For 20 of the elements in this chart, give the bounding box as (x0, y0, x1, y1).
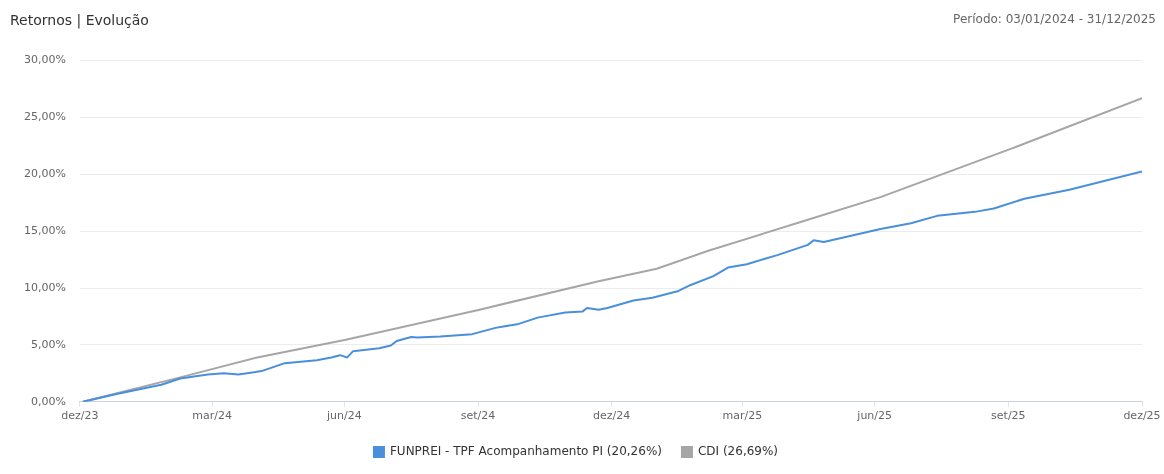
x-tick-label: mar/24 (192, 409, 232, 423)
y-tick-label: 30,00% (23, 53, 66, 67)
x-tick-label: jun/24 (326, 409, 362, 423)
y-tick-label: 25,00% (23, 110, 66, 124)
x-tick-label: dez/25 (1123, 409, 1161, 423)
y-tick-label: 5,00% (30, 337, 66, 351)
chart-subtitle: Período: 03/01/2024 - 31/12/2025 (953, 12, 1156, 26)
chart-title: Retornos | Evolução (10, 12, 149, 28)
x-tick-label: mar/25 (722, 409, 763, 423)
x-tick-label: set/24 (460, 409, 496, 423)
y-tick-label: 20,00% (23, 167, 66, 181)
x-tick-label: dez/24 (593, 409, 631, 423)
legend-label: CDI (26,69%) (697, 444, 779, 459)
legend-label: FUNPREI - TPF Acompanhamento PI (20,26%) (389, 444, 662, 459)
y-tick-label: 10,00% (23, 280, 66, 294)
x-tick-label: jun/25 (856, 409, 893, 423)
x-tick-label: set/25 (991, 409, 1026, 423)
y-tick-label: 15,00% (23, 224, 66, 238)
y-tick-label: 0,00% (30, 394, 66, 408)
x-tick-label: dez/23 (61, 409, 99, 423)
